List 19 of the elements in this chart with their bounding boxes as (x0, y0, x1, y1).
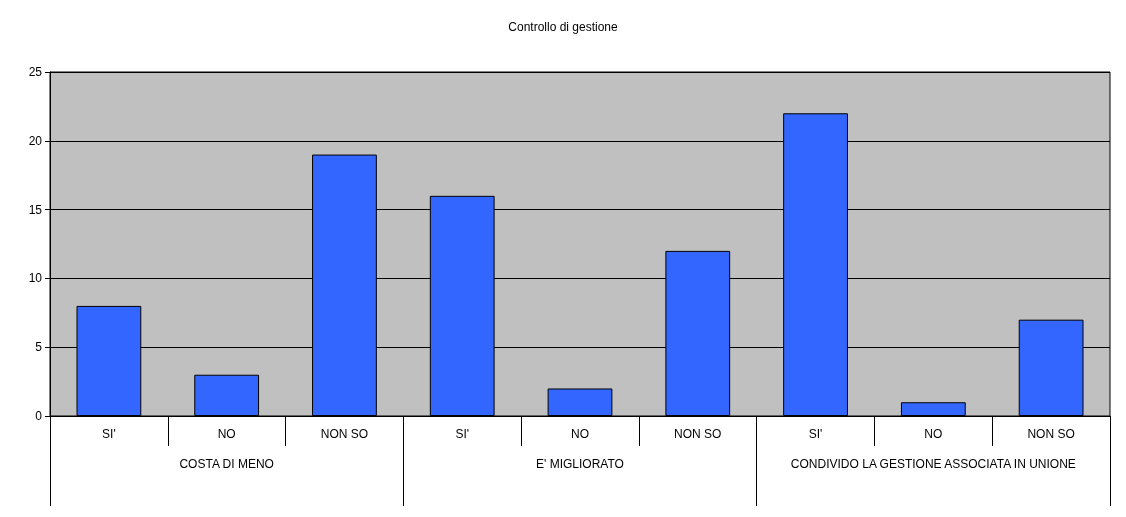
x-tick-label: NON SO (320, 427, 369, 441)
y-tick-label: 10 (28, 271, 43, 286)
y-tick-label: 15 (28, 202, 43, 217)
x-tick-label: NO (571, 427, 589, 441)
x-tick-label: NO (217, 427, 236, 441)
y-tick-label: 0 (35, 409, 43, 423)
y-tick-label: 20 (28, 133, 43, 148)
y-tick-label: 25 (28, 65, 43, 79)
text: COSTA DI MENO (179, 457, 274, 471)
x-tick-label: SI' (102, 427, 116, 441)
chart-title: Controllo di gestione (508, 20, 619, 34)
x-tick-label: NO (924, 427, 943, 441)
text: CONDIVIDO LA GESTIONE ASSOCIATA IN UNIONE (790, 457, 1076, 471)
x-tick-label: NON SO (674, 427, 722, 441)
text: E' MIGLIORATO (536, 457, 624, 471)
y-tick-label: 5 (35, 340, 43, 355)
x-tick-label: SI' (808, 427, 823, 441)
x-tick-label: SI' (455, 427, 470, 441)
x-tick-label: NON SO (1027, 427, 1075, 441)
